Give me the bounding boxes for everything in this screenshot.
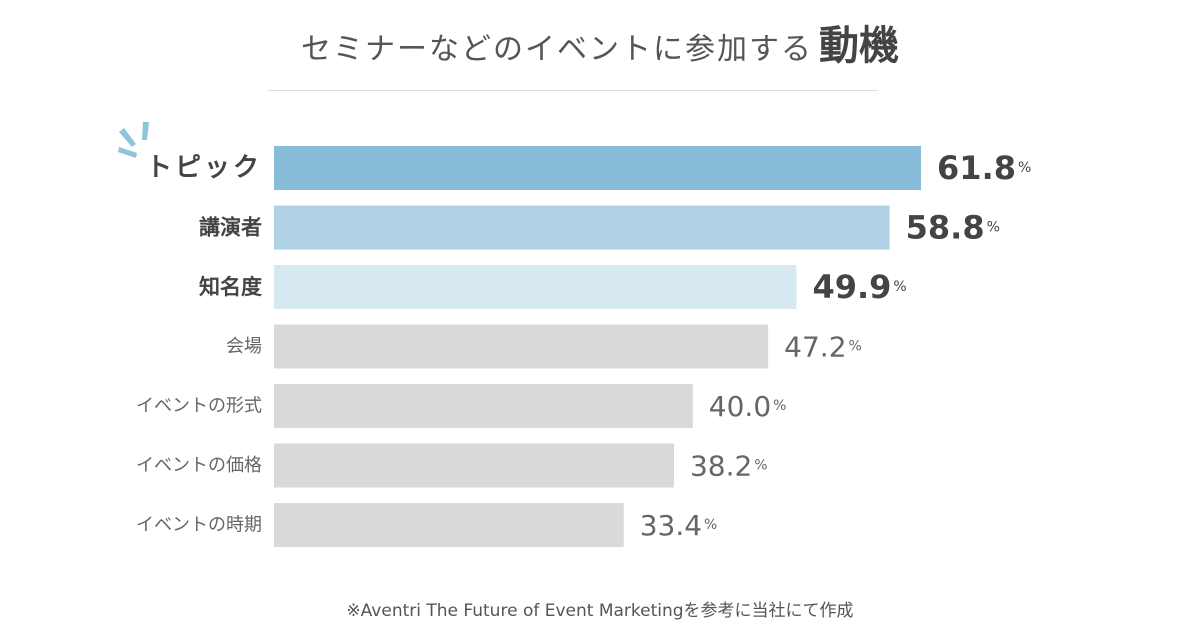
category-label-7: イベントの時期 xyxy=(136,515,262,536)
value-label-6: 38.2% xyxy=(690,449,768,482)
title-divider xyxy=(268,90,878,91)
value-label-2: 58.8% xyxy=(906,209,1000,247)
chart-title-emphasis: 動機 xyxy=(819,23,899,69)
bar-5 xyxy=(274,384,693,428)
category-label-4: 会場 xyxy=(226,336,262,357)
category-label-2: 講演者 xyxy=(199,216,262,240)
bar-2 xyxy=(274,205,890,250)
category-label-5: イベントの形式 xyxy=(136,396,262,417)
value-label-7: 33.4% xyxy=(640,509,718,542)
bar-1 xyxy=(274,146,922,190)
category-label-3: 知名度 xyxy=(199,275,262,299)
bar-chart: トピック 61.8 % 講演者 58.8 % 知名度 49.9 % 会場 47.2 % イベントの形式 4… xyxy=(118,122,1031,547)
bar-6 xyxy=(274,443,674,488)
bar-7 xyxy=(274,503,624,547)
value-label-1: 61.8% xyxy=(937,149,1031,187)
bar-4 xyxy=(274,324,769,369)
value-label-3: 49.9% xyxy=(812,268,906,306)
sparkle-icon xyxy=(118,122,149,158)
chart-title-main: セミナーなどのイベントに参加する xyxy=(301,32,813,67)
source-note: ※Aventri The Future of Event Marketingを参… xyxy=(346,601,854,621)
category-label-6: イベントの価格 xyxy=(136,455,262,476)
value-label-4: 47.2% xyxy=(784,330,862,363)
chart-title: セミナーなどのイベントに参加する 動機 xyxy=(0,18,1200,74)
bar-3 xyxy=(274,265,797,309)
value-label-5: 40.0% xyxy=(709,390,787,423)
category-label-1: トピック xyxy=(146,153,262,183)
